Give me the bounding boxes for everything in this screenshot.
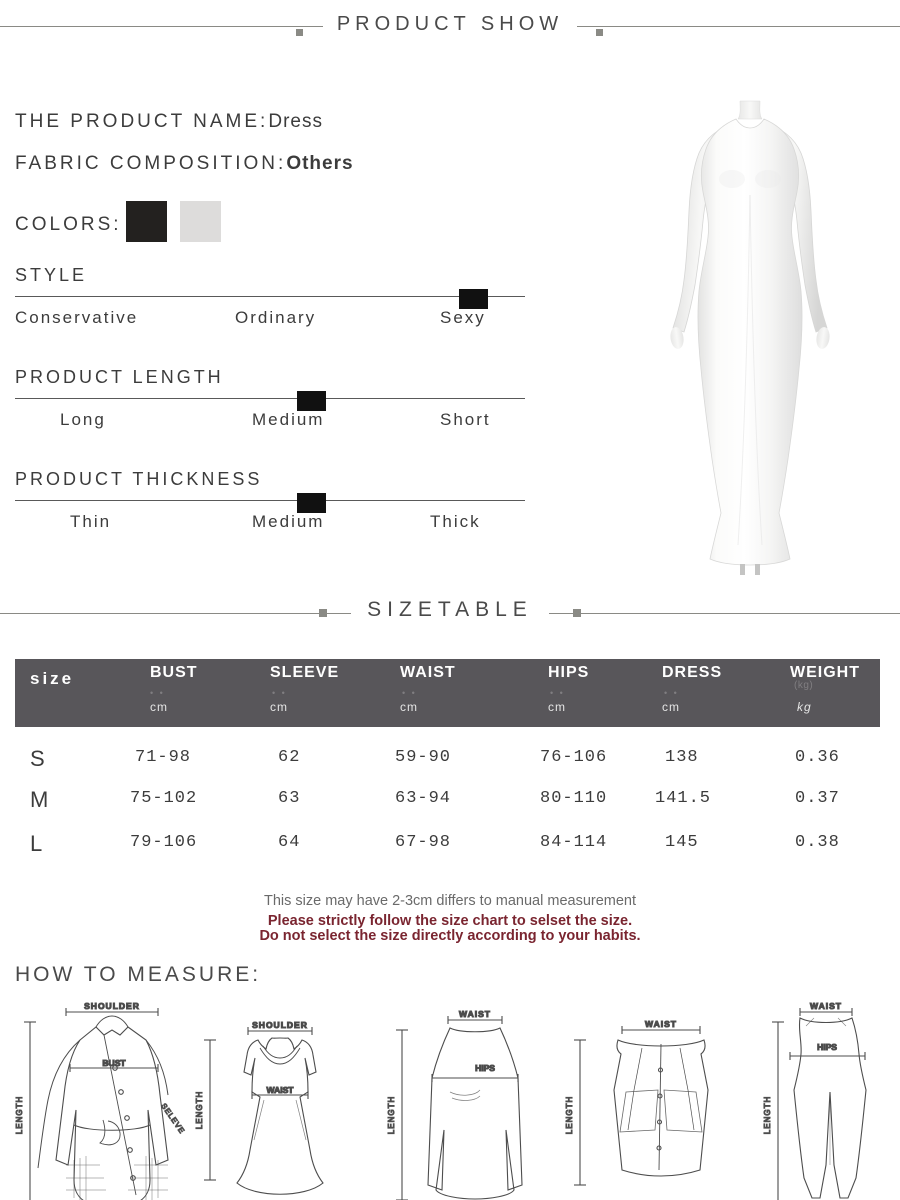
svg-text:LENGTH: LENGTH <box>565 1096 574 1134</box>
svg-text:BUST: BUST <box>102 1058 126 1068</box>
svg-text:WAIST: WAIST <box>810 1001 842 1011</box>
svg-text:HIPS: HIPS <box>475 1063 495 1073</box>
svg-text:LENGTH: LENGTH <box>15 1096 24 1134</box>
svg-text:SHOULDER: SHOULDER <box>252 1020 308 1030</box>
svg-text:WAIST: WAIST <box>267 1085 295 1095</box>
svg-text:LENGTH: LENGTH <box>387 1096 396 1134</box>
svg-text:WAIST: WAIST <box>645 1019 677 1029</box>
svg-text:SHOULDER: SHOULDER <box>84 1001 140 1011</box>
svg-text:HIPS: HIPS <box>817 1042 837 1052</box>
svg-text:LENGTH: LENGTH <box>195 1091 204 1129</box>
svg-text:WAIST: WAIST <box>459 1009 491 1019</box>
svg-text:LENGTH: LENGTH <box>763 1096 772 1134</box>
